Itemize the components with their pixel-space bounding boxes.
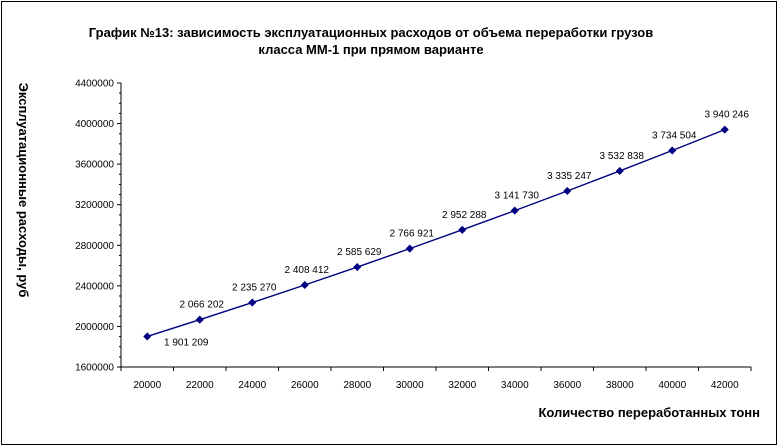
y-tick-label: 2000000 xyxy=(75,322,114,333)
data-point-marker xyxy=(405,244,414,253)
x-axis-title: Количество переработанных тонн xyxy=(538,405,760,420)
data-label: 3 734 504 xyxy=(652,131,697,142)
y-tick-label: 1600000 xyxy=(75,363,114,374)
data-point-marker xyxy=(668,146,677,155)
series-markers xyxy=(143,125,729,341)
data-label: 2 766 921 xyxy=(390,229,435,240)
data-label: 3 532 838 xyxy=(600,151,645,162)
data-label: 2 585 629 xyxy=(337,247,382,258)
data-point-marker xyxy=(195,315,204,324)
y-tick-label: 3600000 xyxy=(75,160,114,171)
axes xyxy=(120,83,751,368)
data-point-marker xyxy=(510,206,519,215)
chart-title-line-1: График №13: зависимость эксплуатационных… xyxy=(89,25,653,40)
y-tick-label: 2400000 xyxy=(75,281,114,292)
data-label: 3 940 246 xyxy=(705,110,750,121)
data-label: 2 952 288 xyxy=(442,210,487,221)
x-tick-label: 42000 xyxy=(711,380,739,391)
y-tick-label: 4000000 xyxy=(75,119,114,130)
x-tick-label: 22000 xyxy=(186,380,214,391)
data-point-marker xyxy=(248,298,257,307)
data-label: 2 235 270 xyxy=(232,283,277,294)
data-point-marker xyxy=(300,280,309,290)
x-tick-label: 36000 xyxy=(553,380,581,391)
data-labels: 1 901 209 2 066 202 2 235 270 2 408 412 2 58… xyxy=(164,110,749,349)
y-axis-title-wrap: Эксплуатационные расходы, руб xyxy=(16,83,31,298)
data-label: 1 901 209 xyxy=(164,337,209,348)
x-tick-label: 38000 xyxy=(606,380,634,391)
y-tick-label: 4400000 xyxy=(75,79,114,90)
data-label: 2 066 202 xyxy=(180,300,225,311)
x-tick-label: 40000 xyxy=(658,380,686,391)
x-tick-label: 34000 xyxy=(501,380,529,391)
x-tick-label: 24000 xyxy=(238,380,266,391)
y-axis-title: Эксплуатационные расходы, руб xyxy=(16,83,31,298)
x-axis-ticks: 20000 22000 24000 26000 28000 30000 32000 34000… xyxy=(120,367,752,391)
data-point-marker xyxy=(720,125,729,134)
x-tick-label: 28000 xyxy=(343,380,371,391)
x-tick-label: 30000 xyxy=(396,380,424,391)
y-tick-label: 2800000 xyxy=(75,241,114,252)
y-tick-label: 3200000 xyxy=(75,200,114,211)
data-point-marker xyxy=(353,262,362,272)
data-label: 3 335 247 xyxy=(547,171,592,182)
x-tick-label: 32000 xyxy=(448,380,476,391)
chart-title: График №13: зависимость эксплуатационных… xyxy=(89,25,653,57)
y-axis-ticks: 1600000 2000000 2400000 2800000 3200000 36000… xyxy=(75,79,121,374)
x-tick-label: 26000 xyxy=(291,380,319,391)
data-point-marker xyxy=(143,332,152,341)
x-tick-label: 20000 xyxy=(133,380,161,391)
data-point-marker xyxy=(615,166,624,176)
series-line-group xyxy=(147,128,726,338)
data-point-marker xyxy=(458,225,467,234)
data-label: 3 141 730 xyxy=(495,191,540,202)
data-point-marker xyxy=(563,186,572,196)
chart-title-line-2: класса ММ-1 при прямом варианте xyxy=(258,42,483,57)
data-label: 2 408 412 xyxy=(285,265,330,276)
series-line xyxy=(147,128,726,338)
